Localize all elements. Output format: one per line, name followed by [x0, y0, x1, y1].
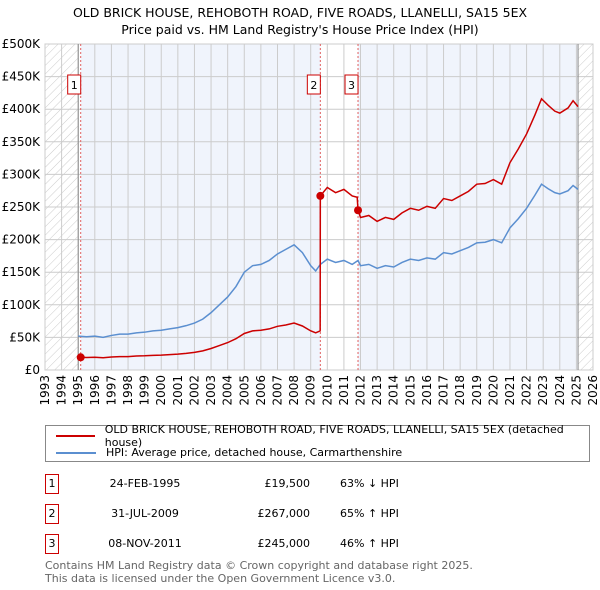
y-tick-label: £250K [2, 200, 42, 214]
x-tick-label: 2013 [370, 375, 384, 406]
transaction-number: 2 [45, 504, 59, 524]
legend-item-property: OLD BRICK HOUSE, REHOBOTH ROAD, FIVE ROA… [56, 423, 589, 449]
x-tick-label: 2008 [287, 375, 301, 406]
sale-point [76, 353, 85, 362]
x-tick-label: 2016 [420, 375, 434, 406]
legend: OLD BRICK HOUSE, REHOBOTH ROAD, FIVE ROA… [45, 423, 590, 462]
chart-subtitle: Price paid vs. HM Land Registry's House … [121, 22, 479, 37]
transaction-row: 2 31-JUL-2009 £267,000 65% ↑ HPI [45, 504, 445, 524]
x-tick-label: 2014 [387, 375, 401, 406]
transaction-hpi: 46% ↑ HPI [340, 537, 399, 550]
y-tick-label: £400K [2, 102, 42, 116]
x-tick-label: 2020 [486, 375, 500, 406]
chart-title: OLD BRICK HOUSE, REHOBOTH ROAD, FIVE ROA… [72, 5, 528, 20]
transaction-price: £267,000 [257, 507, 311, 520]
x-tick-label: 1993 [38, 375, 52, 406]
x-tick-label: 2021 [503, 375, 517, 406]
hpi-line [78, 183, 579, 339]
x-tick-label: 1996 [88, 375, 102, 406]
sale-label-box [67, 74, 82, 95]
x-tick-label: 2000 [154, 375, 168, 406]
x-tick-label: 1995 [71, 375, 85, 406]
x-tick-label: 2004 [221, 375, 235, 406]
transaction-number: 3 [45, 534, 59, 554]
transaction-hpi: 63% ↓ HPI [340, 477, 399, 490]
transaction-date: 08-NOV-2011 [108, 537, 182, 550]
x-tick-label: 2002 [187, 375, 201, 406]
transaction-price: £19,500 [264, 477, 311, 490]
x-tick-label: 2024 [553, 375, 567, 406]
footer-copyright: Contains HM Land Registry data © Crown c… [45, 559, 473, 572]
transaction-date: 31-JUL-2009 [111, 507, 179, 520]
x-tick-label: 2003 [204, 375, 218, 406]
x-tick-label: 2009 [304, 375, 318, 406]
x-tick-label: 2005 [237, 375, 251, 406]
x-tick-label: 2010 [320, 375, 334, 406]
sale-label-box [344, 74, 359, 95]
sale-label: 3 [348, 79, 355, 92]
sale-label-box [306, 74, 321, 95]
x-tick-label: 2001 [171, 375, 185, 406]
y-tick-label: £300K [2, 167, 42, 181]
sale-label: 2 [310, 79, 317, 92]
y-tick-label: £100K [2, 298, 42, 312]
transaction-date: 24-FEB-1995 [109, 477, 181, 490]
x-tick-label: 1997 [104, 375, 118, 406]
y-tick-label: £50K [9, 330, 41, 344]
x-tick-label: 2006 [254, 375, 268, 406]
legend-item-hpi: HPI: Average price, detached house, Carm… [56, 444, 402, 461]
x-tick-label: 2017 [437, 375, 451, 406]
transaction-row: 3 08-NOV-2011 £245,000 46% ↑ HPI [45, 534, 445, 554]
transaction-number: 1 [45, 474, 59, 494]
x-tick-label: 1998 [121, 375, 135, 406]
legend-label: HPI: Average price, detached house, Carm… [106, 446, 403, 459]
plot-frame [44, 43, 594, 371]
x-tick-label: 2019 [470, 375, 484, 406]
footer-licence: This data is licensed under the Open Gov… [45, 572, 396, 585]
price-chart: 1993 1994 1995 1996 1997 1998 1999 2000 2001 2002… [2, 37, 600, 406]
transaction-hpi: 65% ↑ HPI [340, 507, 399, 520]
sale-point [354, 206, 363, 215]
transaction-row: 1 24-FEB-1995 £19,500 63% ↓ HPI [45, 474, 445, 494]
y-tick-label: £150K [2, 265, 42, 279]
x-tick-label: 2015 [403, 375, 417, 406]
legend-swatch-red [56, 434, 95, 437]
property-price-line [80, 97, 579, 359]
legend-label: OLD BRICK HOUSE, REHOBOTH ROAD, FIVE ROA… [104, 422, 564, 449]
y-tick-label: £200K [2, 233, 42, 247]
y-tick-label: £500K [2, 37, 42, 51]
x-tick-label: 2026 [586, 375, 600, 406]
y-tick-label: £450K [2, 70, 42, 84]
x-tick-label: 1994 [55, 375, 69, 406]
sale-label: 1 [71, 79, 78, 92]
x-tick-label: 2018 [453, 375, 467, 406]
sale-point [316, 191, 325, 200]
legend-swatch-blue [56, 451, 96, 454]
y-tick-label: £0 [25, 363, 40, 377]
x-tick-label: 2007 [270, 375, 284, 406]
x-tick-label: 2023 [536, 375, 550, 406]
y-tick-label: £350K [2, 135, 42, 149]
x-tick-label: 2011 [337, 375, 351, 406]
x-tick-label: 1999 [138, 375, 152, 406]
x-tick-label: 2025 [569, 375, 583, 406]
x-tick-label: 2012 [354, 375, 368, 406]
x-tick-label: 2022 [520, 375, 534, 406]
transaction-price: £245,000 [257, 537, 311, 550]
